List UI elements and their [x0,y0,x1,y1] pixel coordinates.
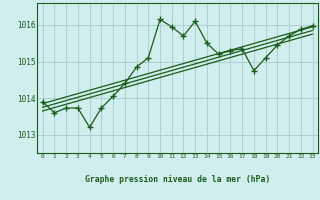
Text: Graphe pression niveau de la mer (hPa): Graphe pression niveau de la mer (hPa) [85,176,270,184]
